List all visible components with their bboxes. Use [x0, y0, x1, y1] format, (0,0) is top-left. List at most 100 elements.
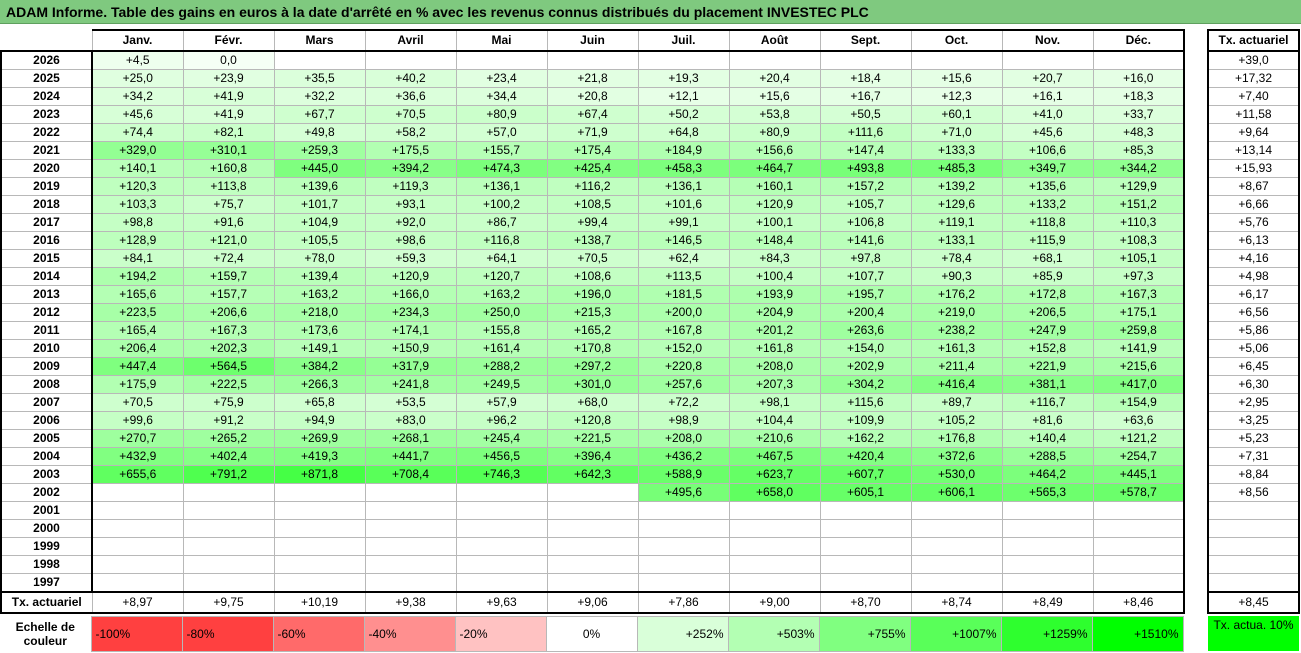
annual-rate-cell: +4,98 [1207, 267, 1300, 286]
gain-cell: +445,0 [273, 159, 366, 178]
gain-cell: +48,3 [1092, 123, 1185, 142]
gain-cell: +147,4 [819, 141, 912, 160]
monthly-rate-cell: +9,38 [364, 591, 457, 614]
gain-cell: +35,5 [273, 69, 366, 88]
gain-cell: +432,9 [91, 447, 184, 466]
gain-cell: +495,6 [637, 483, 730, 502]
gain-cell: +530,0 [910, 465, 1003, 484]
gain-cell: +105,7 [819, 195, 912, 214]
gain-cell: +138,7 [546, 231, 639, 250]
gain-cell [728, 573, 821, 593]
header-corner [1, 30, 92, 52]
annual-rate-cell [1207, 537, 1300, 556]
gain-cell [728, 50, 821, 70]
gain-cell: +165,2 [546, 321, 639, 340]
gain-cell: +419,3 [273, 447, 366, 466]
gain-cell: +304,2 [819, 375, 912, 394]
gain-cell: +219,0 [910, 303, 1003, 322]
gain-cell: +12,1 [637, 87, 730, 106]
gain-cell: +92,0 [364, 213, 457, 232]
gain-cell: +259,3 [273, 141, 366, 160]
gain-cell: +135,6 [1001, 177, 1094, 196]
gain-cell: +115,6 [819, 393, 912, 412]
year-label: 2014 [0, 267, 93, 286]
gain-cell: +78,0 [273, 249, 366, 268]
gain-cell: +175,1 [1092, 303, 1185, 322]
annual-rate-cell [1207, 555, 1300, 574]
gain-cell: +78,4 [910, 249, 1003, 268]
gain-cell: +101,7 [273, 195, 366, 214]
month-header: Juil. [637, 29, 730, 52]
table-row: 2000 [0, 519, 1185, 538]
gain-cell [910, 519, 1003, 538]
gain-cell: +64,1 [455, 249, 548, 268]
gain-cell: +80,9 [455, 105, 548, 124]
color-scale-step: -40% [363, 616, 456, 652]
annual-rate-cell [1207, 519, 1300, 538]
gain-cell [273, 501, 366, 520]
gain-cell: +120,8 [546, 411, 639, 430]
year-label: 2006 [0, 411, 93, 430]
gain-cell: +204,9 [728, 303, 821, 322]
gain-cell: +140,1 [91, 159, 184, 178]
gain-cell: +606,1 [910, 483, 1003, 502]
gain-cell: +151,2 [1092, 195, 1185, 214]
gain-cell: +394,2 [364, 159, 457, 178]
monthly-rate-cell: +10,19 [273, 591, 366, 614]
gain-cell: +15,6 [728, 87, 821, 106]
monthly-rate-cell: +8,97 [91, 591, 184, 614]
table-row: 1999 [0, 537, 1185, 556]
gain-cell [728, 555, 821, 574]
gain-cell: +4,5 [91, 50, 184, 70]
gain-cell [546, 50, 639, 70]
gain-cell: +154,0 [819, 339, 912, 358]
table-row: 2010 +206,4 +202,3 +149,1 +150,9 +161,4 +170,8… [0, 339, 1185, 358]
gain-cell [637, 519, 730, 538]
gain-cell: +120,9 [364, 267, 457, 286]
annual-rate-cell: +8,67 [1207, 177, 1300, 196]
gains-table: Janv. Févr. Mars Avril Mai Juin Juil. Août Sept.… [0, 29, 1185, 614]
gain-cell: +68,0 [546, 393, 639, 412]
month-header: Août [728, 29, 821, 52]
gain-cell: +578,7 [1092, 483, 1185, 502]
gain-cell: +441,7 [364, 447, 457, 466]
year-label: 2009 [0, 357, 93, 376]
gain-cell: +99,4 [546, 213, 639, 232]
gain-cell: +245,4 [455, 429, 548, 448]
gain-cell: +211,4 [910, 357, 1003, 376]
year-label: 2026 [0, 50, 93, 70]
year-label: 2023 [0, 105, 93, 124]
gain-cell [1001, 501, 1094, 520]
table-row: 2009 +447,4 +564,5 +384,2 +317,9 +288,2 +297,2… [0, 357, 1185, 376]
gain-cell: +80,9 [728, 123, 821, 142]
table-row: 2013 +165,6 +157,7 +163,2 +166,0 +163,2 +196,0… [0, 285, 1185, 304]
gain-cell: +288,2 [455, 357, 548, 376]
gain-cell: +210,6 [728, 429, 821, 448]
gain-cell [91, 573, 184, 593]
table-row: 2026 +4,5 0,0 [0, 50, 1185, 70]
gain-cell: +34,2 [91, 87, 184, 106]
gain-cell: +162,2 [819, 429, 912, 448]
gain-cell: +257,6 [637, 375, 730, 394]
gain-cell: +41,9 [182, 87, 275, 106]
annual-rate-cell: +4,16 [1207, 249, 1300, 268]
gain-cell: +152,0 [637, 339, 730, 358]
gain-cell [1092, 573, 1185, 593]
gain-cell: +184,9 [637, 141, 730, 160]
gain-cell: 0,0 [182, 50, 275, 70]
gain-cell [728, 537, 821, 556]
gain-cell [546, 555, 639, 574]
gain-cell: +139,2 [910, 177, 1003, 196]
gain-cell [546, 537, 639, 556]
gain-cell: +105,1 [1092, 249, 1185, 268]
gain-cell [637, 555, 730, 574]
gain-cell: +607,7 [819, 465, 912, 484]
gain-cell: +458,3 [637, 159, 730, 178]
gain-cell [1092, 519, 1185, 538]
gain-cell: +221,9 [1001, 357, 1094, 376]
gain-cell: +98,6 [364, 231, 457, 250]
gain-cell [91, 501, 184, 520]
color-scale-step: +503% [727, 616, 820, 652]
gain-cell: +16,7 [819, 87, 912, 106]
gain-cell: +100,1 [728, 213, 821, 232]
